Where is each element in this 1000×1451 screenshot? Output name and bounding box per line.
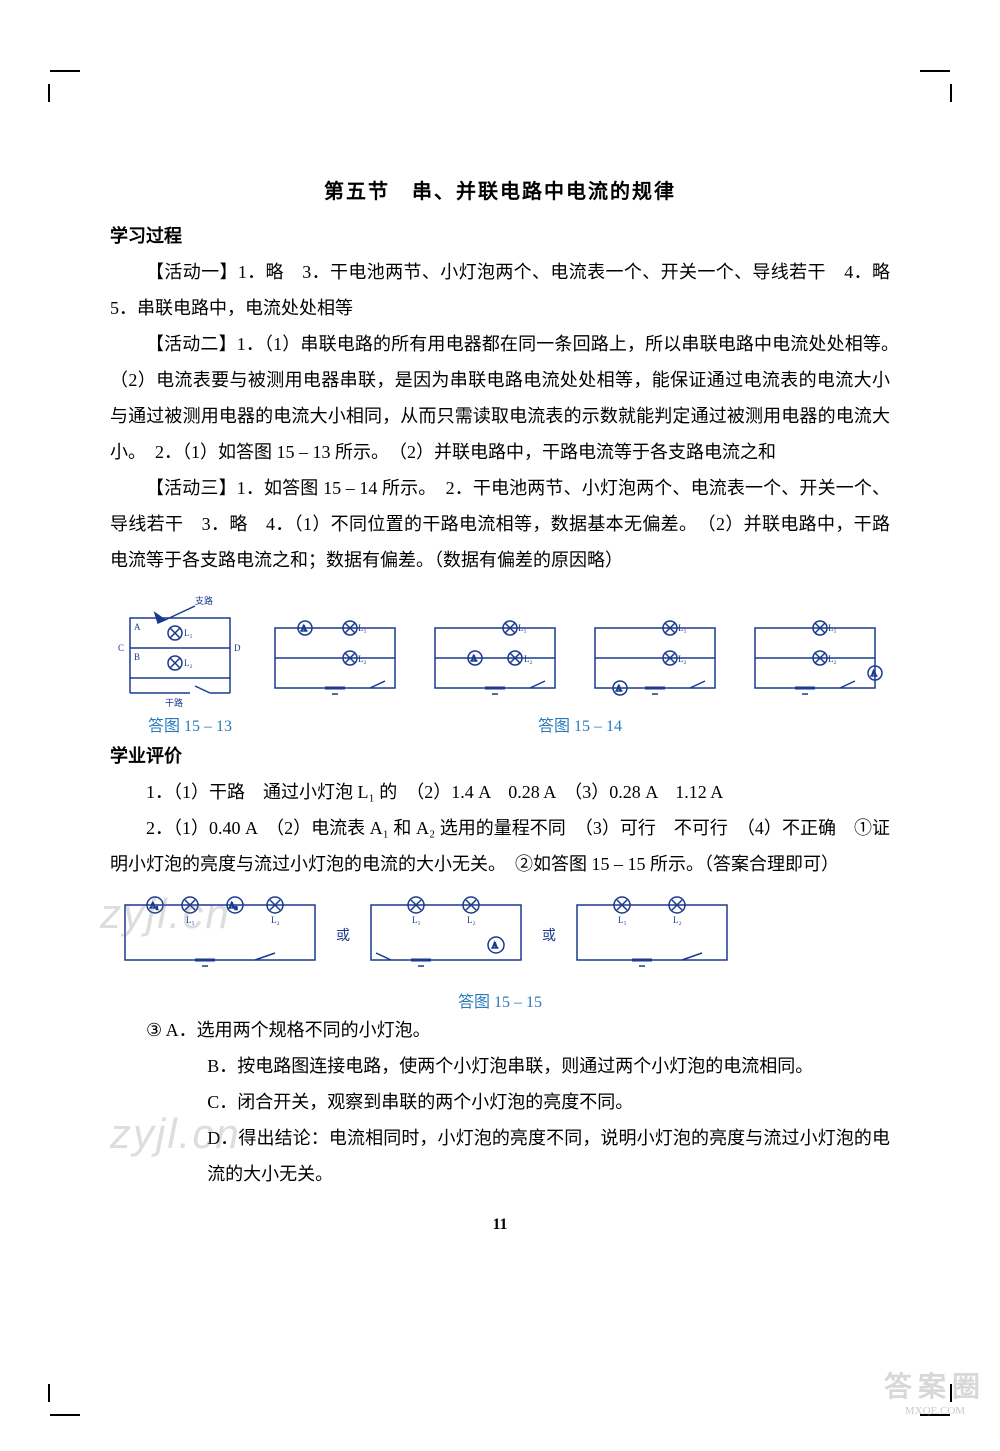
svg-text:L₂: L₂ [184,658,193,668]
svg-text:C: C [118,643,124,653]
svg-text:D: D [234,643,241,653]
caption-row-1: 答图 15 – 13 答图 15 – 14 [110,712,890,736]
svg-text:B: B [134,652,140,662]
svg-text:L₂: L₂ [271,915,280,925]
activity-2: 【活动二】1．（1）串联电路的所有用电器都在同一条回路上，所以串联电路中电流处处… [110,326,890,470]
svg-text:A: A [471,654,477,663]
svg-text:L₁: L₁ [828,623,837,633]
eval-q3d: D．得出结论：电流相同时，小灯泡的亮度不同，说明小灯泡的亮度与流过小灯泡的电流的… [110,1120,890,1192]
svg-text:支路: 支路 [195,595,213,606]
page-number: 11 [110,1216,890,1234]
svg-text:L₂: L₂ [467,915,476,925]
diagram-row-2: A₁ A₂ L₁ L₂ 或 A L₁ L₂ 或 [110,890,890,980]
svg-text:L₁: L₁ [678,623,687,633]
activity-1: 【活动一】1．略 3．干电池两节、小灯泡两个、电流表一个、开关一个、导线若干 4… [110,254,890,326]
svg-text:L₂: L₂ [828,654,837,664]
svg-text:A₁: A₁ [150,901,159,910]
study-process-header: 学习过程 [110,222,890,248]
svg-text:A: A [871,669,877,678]
eval-q3b: B．按电路图连接电路，使两个小灯泡串联，则通过两个小灯泡的电流相同。 [110,1048,890,1084]
svg-text:L₁: L₁ [186,915,195,925]
diagram-15-15-c: L₁ L₂ [562,890,742,980]
crop-mark-tr [920,70,950,100]
or-label-1: 或 [336,925,350,945]
activity-3: 【活动三】1．如答图 15 – 14 所示。 2．干电池两节、小灯泡两个、电流表… [110,470,890,578]
svg-text:干路: 干路 [165,697,183,708]
caption-15-15: 答图 15 – 15 [110,988,890,1012]
eval-q3a: ③ A．选用两个规格不同的小灯泡。 [110,1012,890,1048]
svg-text:A: A [616,684,622,693]
svg-text:L₁: L₁ [358,623,367,633]
svg-text:L₁: L₁ [518,623,527,633]
evaluation-header: 学业评价 [110,742,890,768]
eval-q2: 2．（1）0.40 A （2）电流表 A₁ 和 A₂ 选用的量程不同 （3）可行… [110,810,890,882]
svg-text:L₁: L₁ [412,915,421,925]
svg-text:L₂: L₂ [673,915,682,925]
corner-watermark: 答案圈 MXQE.COM [870,1371,1000,1451]
svg-text:L₂: L₂ [678,654,687,664]
caption-15-14: 答图 15 – 14 [270,712,890,736]
eval-q3c: C．闭合开关，观察到串联的两个小灯泡的亮度不同。 [110,1084,890,1120]
svg-text:L₁: L₁ [618,915,627,925]
diagram-row-1: 支路 A B C D L₁ L₂ 干路 A L₁ L₂ [110,588,890,708]
or-label-2: 或 [542,925,556,945]
svg-text:A: A [301,624,307,633]
svg-text:L₂: L₂ [524,654,533,664]
crop-mark-bl [50,1386,80,1416]
crop-mark-tl [50,70,80,100]
caption-15-13: 答图 15 – 13 [110,712,270,736]
svg-text:A: A [134,622,141,632]
svg-text:L₁: L₁ [184,628,193,638]
page-content: 第五节 串、并联电路中电流的规律 学习过程 【活动一】1．略 3．干电池两节、小… [0,0,1000,1274]
section-title: 第五节 串、并联电路中电流的规律 [110,175,890,204]
diagram-15-15-a: A₁ A₂ L₁ L₂ [110,890,330,980]
svg-text:A₂: A₂ [229,901,238,910]
corner-watermark-top: 答案圈 [870,1371,1000,1405]
diagram-15-14-c: A L₁ L₂ [580,613,730,708]
diagram-15-14-d: A L₁ L₂ [740,613,890,708]
diagram-15-14-b: A L₁ L₂ [420,613,570,708]
svg-text:L₂: L₂ [358,654,367,664]
diagram-15-14-a: A L₁ L₂ [260,613,410,708]
diagram-15-13: 支路 A B C D L₁ L₂ 干路 [110,588,250,708]
diagram-15-15-b: A L₁ L₂ [356,890,536,980]
eval-q1: 1．（1）干路 通过小灯泡 L₁ 的 （2）1.4 A 0.28 A （3）0.… [110,774,890,810]
svg-text:A: A [492,941,498,950]
corner-watermark-bottom: MXQE.COM [870,1405,1000,1418]
